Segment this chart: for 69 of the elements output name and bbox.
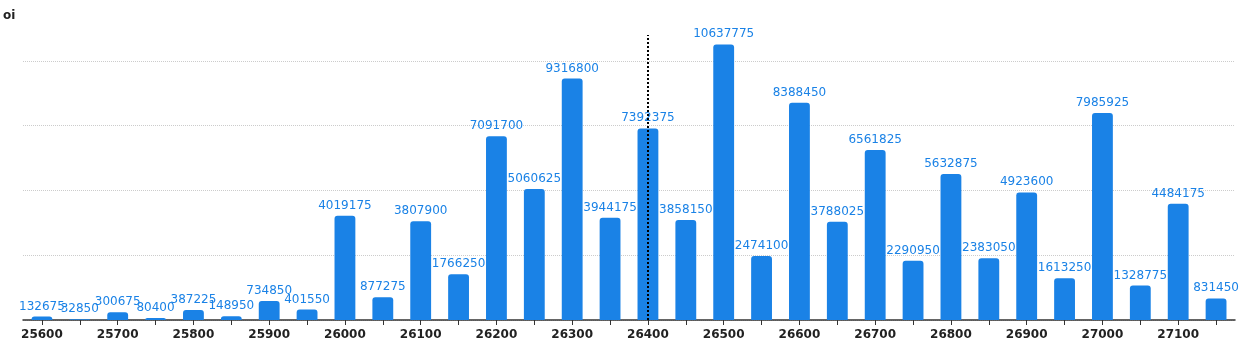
bar [789, 102, 810, 320]
data-label: 7985925 [1075, 95, 1130, 110]
x-tick-label: 26800 [930, 327, 972, 341]
x-tick-label: 26000 [324, 327, 366, 341]
data-label: 3858150 [659, 202, 713, 217]
data-label: 3788025 [810, 203, 865, 218]
data-label: 1613250 [1037, 260, 1092, 275]
data-label: 1766250 [431, 256, 486, 271]
x-tick-label: 26600 [778, 327, 821, 341]
bar [448, 274, 469, 320]
bar [826, 221, 848, 320]
bar [751, 255, 772, 320]
x-tick-label: 25900 [248, 327, 291, 341]
x-tick-label: 26900 [1005, 327, 1048, 341]
x-tick-label: 27100 [1157, 327, 1200, 341]
bar [637, 128, 659, 320]
bar [1129, 285, 1151, 320]
data-label: 6561825 [848, 131, 902, 146]
data-label: 4484175 [1151, 185, 1205, 200]
data-label: 5060625 [507, 170, 562, 185]
bar [410, 221, 432, 320]
bar [1016, 192, 1038, 320]
bar [372, 297, 394, 320]
bar [523, 188, 545, 320]
x-tick-label: 26400 [627, 327, 669, 341]
bar [296, 309, 318, 320]
x-tick-label: 26100 [399, 327, 442, 341]
bar [864, 149, 886, 320]
data-label: 2383050 [962, 240, 1016, 255]
x-tick-label: 26200 [475, 327, 518, 341]
data-label: 7091700 [469, 118, 524, 133]
bar [902, 260, 924, 320]
data-label: 877275 [359, 279, 406, 294]
x-tick-label: 26500 [702, 327, 745, 341]
data-label: 2290950 [886, 242, 940, 257]
bar [1205, 298, 1227, 320]
bar [334, 215, 356, 320]
bar [1167, 203, 1189, 320]
data-label: 8388450 [772, 84, 827, 99]
x-tick-label: 25800 [172, 327, 215, 341]
data-label: 4019175 [318, 197, 372, 212]
bar [183, 309, 204, 320]
bar [1054, 278, 1075, 320]
data-label: 5632875 [924, 156, 978, 171]
data-label: 2474100 [734, 237, 789, 252]
bar [561, 78, 583, 320]
bar [978, 258, 1000, 320]
data-label: 3944175 [583, 199, 637, 214]
bar [940, 174, 962, 320]
data-label: 9316800 [545, 60, 599, 75]
y-axis-title: oi [3, 8, 16, 22]
x-tick-label: 25700 [96, 327, 139, 341]
bar [486, 136, 507, 320]
x-tick-label: 27000 [1081, 327, 1124, 341]
data-label: 10637775 [693, 26, 755, 41]
x-tick-label: 26700 [854, 327, 897, 341]
data-label: 4923600 [999, 174, 1054, 189]
bar [713, 44, 735, 320]
data-label: 1328775 [1113, 267, 1168, 282]
data-label: 3807900 [393, 203, 448, 218]
bar [599, 217, 621, 320]
x-tick-label: 25600 [21, 327, 63, 341]
x-tick-label: 26300 [551, 327, 594, 341]
bar [675, 220, 697, 320]
bar [107, 312, 129, 320]
bar [258, 300, 280, 320]
bar [1092, 113, 1113, 320]
data-label: 831450 [1193, 280, 1239, 295]
data-label: 7392375 [621, 110, 675, 125]
